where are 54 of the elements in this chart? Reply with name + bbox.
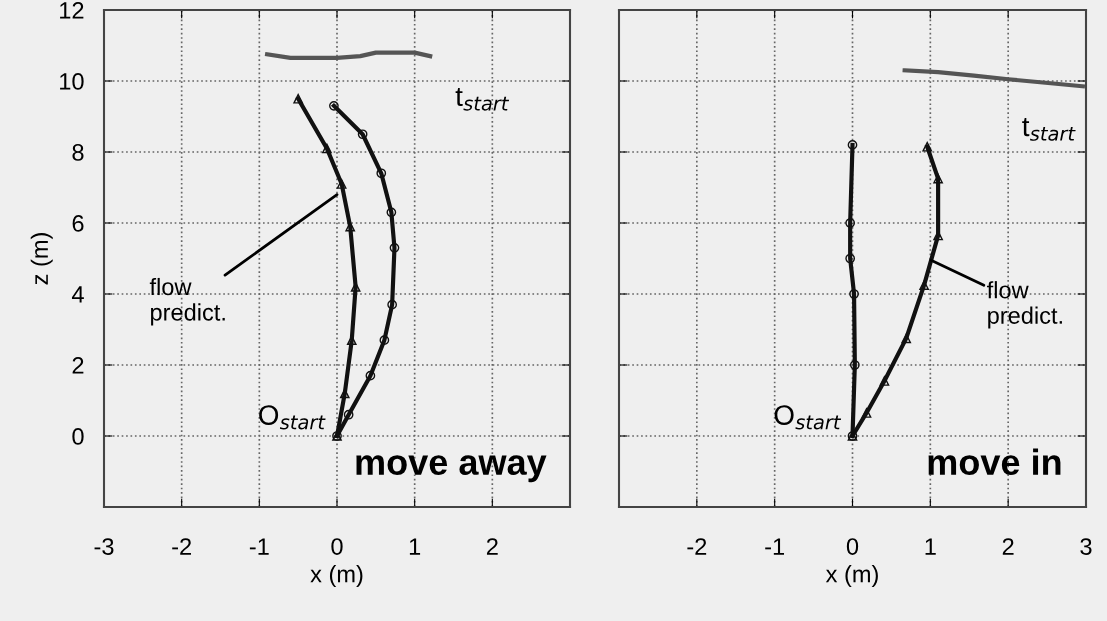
x-tick-label: 2 xyxy=(486,538,498,555)
x-tick-label: -1 xyxy=(765,538,785,555)
point xyxy=(387,299,398,310)
point xyxy=(357,129,368,140)
point xyxy=(849,360,860,370)
annotation: t$_{start}$ xyxy=(1022,118,1076,141)
annotation: O$_{start}$ xyxy=(774,405,842,430)
x-tick-label: 3 xyxy=(1080,538,1092,555)
point xyxy=(386,207,397,218)
point xyxy=(933,173,943,184)
point xyxy=(901,333,912,344)
annotation: t$_{start}$ xyxy=(455,87,510,111)
point xyxy=(336,179,347,189)
x-tick-label: -1 xyxy=(249,538,269,555)
y-tick-label: 0 xyxy=(72,428,84,445)
point xyxy=(322,143,332,154)
x-tick-label: -2 xyxy=(687,538,707,555)
x-tick-label: 0 xyxy=(846,538,859,555)
y-axis-title: z (m) xyxy=(30,233,53,285)
x-tick-label: 0 xyxy=(331,538,343,555)
point xyxy=(849,289,859,299)
point xyxy=(345,221,356,232)
y-tick-label: 4 xyxy=(71,286,84,303)
point xyxy=(922,141,933,152)
x-axis-title: x (m) xyxy=(825,565,878,588)
x-tick-label: 1 xyxy=(925,538,936,555)
point xyxy=(845,218,856,228)
x-axis-title: x (m) xyxy=(310,565,363,588)
y-tick-label: 10 xyxy=(60,73,84,90)
point xyxy=(343,409,354,420)
point xyxy=(379,335,390,346)
annotation: move away xyxy=(356,455,547,483)
y-tick-label: 12 xyxy=(60,2,84,19)
point xyxy=(861,408,872,418)
point xyxy=(293,93,304,104)
point xyxy=(365,370,376,381)
point xyxy=(879,376,890,386)
x-tick-label: -2 xyxy=(172,538,191,555)
x-tick-label: -3 xyxy=(94,538,114,555)
annotation: move in xyxy=(928,448,1061,476)
y-tick-label: 6 xyxy=(72,215,84,232)
point xyxy=(329,100,339,111)
y-tick-label: 8 xyxy=(72,144,84,161)
x-tick-label: 2 xyxy=(1002,538,1014,555)
annotation: flow predict. xyxy=(149,277,225,326)
annotation: flow predict. xyxy=(987,281,1062,329)
point xyxy=(847,140,858,150)
point xyxy=(389,242,400,253)
point xyxy=(376,168,387,179)
y-tick-label: 2 xyxy=(72,357,84,374)
point xyxy=(919,280,929,290)
x-tick-label: 1 xyxy=(409,538,421,555)
point xyxy=(845,253,856,264)
annotation: O$_{start}$ xyxy=(259,405,326,430)
